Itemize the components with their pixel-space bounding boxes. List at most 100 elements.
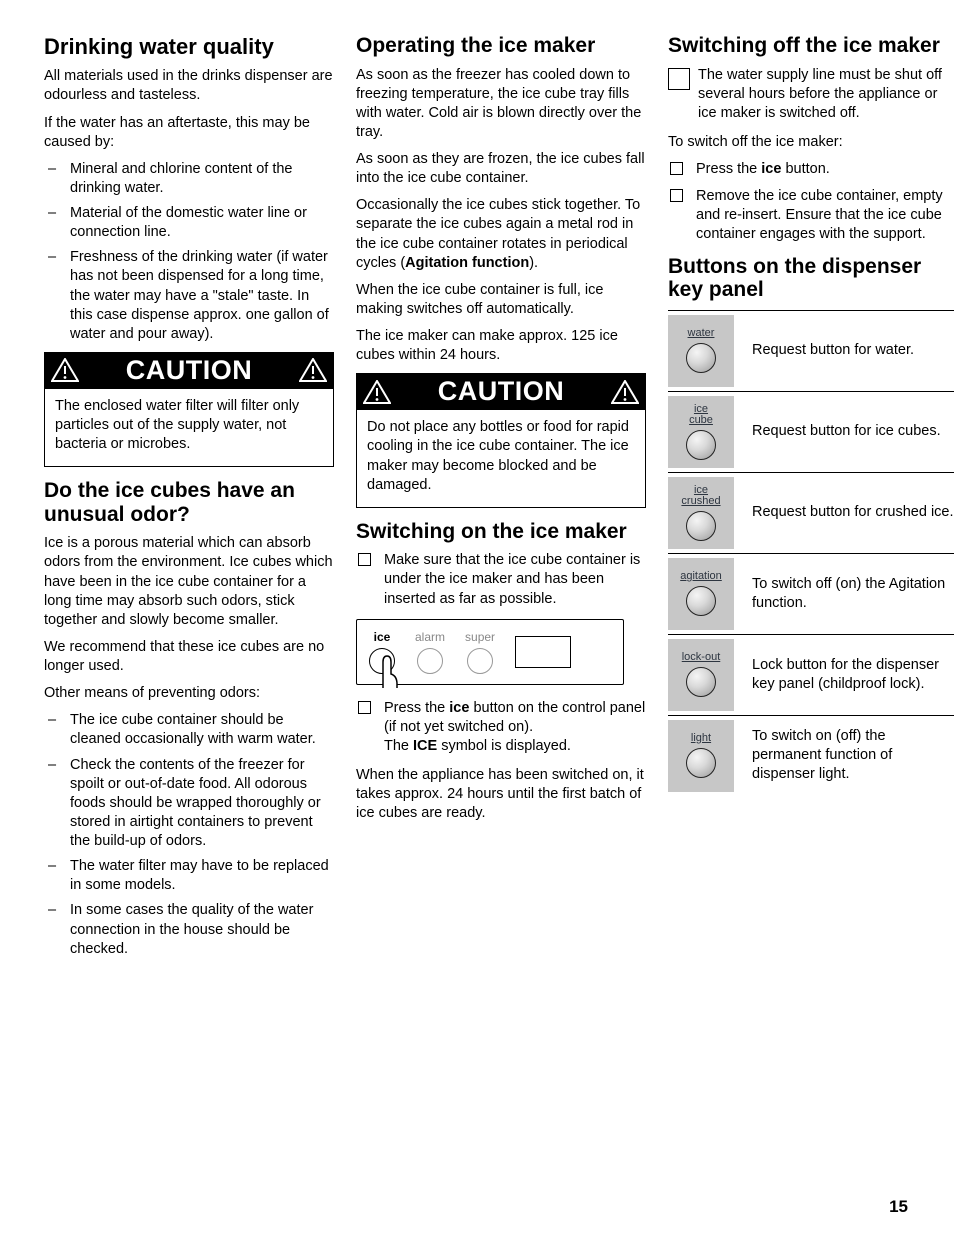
heading-buttons-panel: Buttons on the dispenser key panel (668, 255, 954, 302)
illus-label: super (465, 630, 495, 644)
list-item: Freshness of the drinking water (if wate… (44, 248, 334, 344)
caution-banner: CAUTION (45, 353, 333, 389)
list-item: Mineral and chlorine content of the drin… (44, 160, 334, 198)
chip-label: agitation (680, 571, 722, 582)
control-panel-illustration: ice alarm super (356, 619, 624, 685)
para: Other means of preventing odors: (44, 684, 334, 703)
list-item-text: Remove the ice cube container, empty and… (696, 188, 943, 242)
button-description: Request button for crushed ice. (752, 503, 954, 522)
caution-box-container: CAUTION Do not place any bottles or food… (356, 373, 646, 508)
chip-label: ice cube (689, 404, 713, 426)
caution-text: The enclosed water filter will filter on… (55, 397, 323, 454)
text-span: The (384, 738, 413, 754)
para: Occasionally the ice cubes stick togethe… (356, 196, 646, 273)
heading-odor: Do the ice cubes have an unusual odor? (44, 479, 334, 526)
checkbox-icon (670, 189, 683, 202)
button-row: ice cube Request button for ice cubes. (668, 392, 954, 473)
chip-label: water (688, 328, 715, 339)
warning-triangle-icon (363, 380, 391, 404)
list-switch-on: Make sure that the ice cube container is… (356, 551, 646, 608)
para: All materials used in the drinks dispens… (44, 67, 334, 105)
button-row: agitation To switch off (on) the Agitati… (668, 554, 954, 635)
list-item-text: Press the ice button. (696, 161, 830, 177)
finger-press-icon (371, 648, 401, 688)
para: When the appliance has been switched on,… (356, 766, 646, 823)
text-span: Press the (384, 700, 449, 716)
column-2: Operating the ice maker As soon as the f… (356, 30, 646, 967)
para: We recommend that these ice cubes are no… (44, 638, 334, 676)
caution-banner: CAUTION (357, 374, 645, 410)
para: To switch off the ice maker: (668, 133, 954, 152)
text-span-bold: ICE (413, 738, 437, 754)
chip-circle-icon (686, 430, 716, 460)
heading-water-quality: Drinking water quality (44, 34, 334, 59)
button-chip-agitation: agitation (668, 558, 734, 630)
button-row: lock-out Lock button for the dispenser k… (668, 635, 954, 716)
page-number: 15 (889, 1197, 908, 1217)
list-item: Make sure that the ice cube container is… (356, 551, 646, 608)
chip-circle-icon (686, 748, 716, 778)
warning-triangle-icon (611, 380, 639, 404)
para: As soon as they are frozen, the ice cube… (356, 150, 646, 188)
list-water-causes: Mineral and chlorine content of the drin… (44, 160, 334, 344)
heading-switch-off: Switching off the ice maker (668, 34, 954, 58)
note-text: The water supply line must be shut off s… (698, 66, 954, 123)
text-span-bold: ice (761, 161, 781, 177)
para: As soon as the freezer has cooled down t… (356, 66, 646, 143)
illus-button-circle (417, 648, 443, 674)
warning-triangle-icon (299, 358, 327, 382)
para: Ice is a porous material which can absor… (44, 534, 334, 630)
text-span-bold: ice (449, 700, 469, 716)
button-description: Request button for water. (752, 341, 914, 360)
chip-circle-icon (686, 511, 716, 541)
caution-text: Do not place any bottles or food for rap… (367, 418, 635, 495)
illus-label: alarm (415, 630, 445, 644)
para: When the ice cube container is full, ice… (356, 281, 646, 319)
list-switch-off: Press the ice button. Remove the ice cub… (668, 160, 954, 245)
button-row: ice crushed Request button for crushed i… (668, 473, 954, 554)
list-item-text: Press the ice button on the control pane… (384, 700, 645, 754)
chip-label: lock-out (682, 652, 721, 663)
para: The ice maker can make approx. 125 ice c… (356, 327, 646, 365)
illus-alarm-button: alarm (415, 630, 445, 674)
illus-button-circle (467, 648, 493, 674)
button-description: To switch off (on) the Agitation functio… (752, 575, 954, 613)
heading-operating: Operating the ice maker (356, 34, 646, 58)
list-item: Check the contents of the freezer for sp… (44, 756, 334, 852)
caution-box-filter: CAUTION The enclosed water filter will f… (44, 352, 334, 467)
button-chip-ice-crushed: ice crushed (668, 477, 734, 549)
list-item: In some cases the quality of the water c… (44, 901, 334, 958)
text-span: button. (781, 161, 829, 177)
button-chip-water: water (668, 315, 734, 387)
heading-switch-on: Switching on the ice maker (356, 520, 646, 544)
illus-label: ice (374, 630, 391, 644)
list-item: The water filter may have to be replaced… (44, 857, 334, 895)
list-item: Material of the domestic water line or c… (44, 204, 334, 242)
column-3: Switching off the ice maker The water su… (668, 30, 954, 967)
illus-super-button: super (465, 630, 495, 674)
button-description: Request button for ice cubes. (752, 422, 941, 441)
warning-triangle-icon (51, 358, 79, 382)
text-span: Press the (696, 161, 761, 177)
button-description: Lock button for the dispenser key panel … (752, 656, 954, 694)
chip-circle-icon (686, 343, 716, 373)
button-description: To switch on (off) the permanent functio… (752, 727, 954, 784)
note-box: The water supply line must be shut off s… (668, 66, 954, 123)
caution-label: CAUTION (438, 376, 565, 407)
chip-circle-icon (686, 586, 716, 616)
illus-display (515, 636, 571, 668)
list-item: Remove the ice cube container, empty and… (668, 187, 954, 244)
list-item: The ice cube container should be cleaned… (44, 711, 334, 749)
list-item-text: Make sure that the ice cube container is… (384, 552, 640, 606)
chip-label: light (691, 733, 711, 744)
button-chip-ice-cube: ice cube (668, 396, 734, 468)
text-span: symbol is displayed. (437, 738, 571, 754)
text-span-bold: Agitation function (405, 255, 529, 271)
button-chip-light: light (668, 720, 734, 792)
caution-label: CAUTION (126, 355, 253, 386)
chip-circle-icon (686, 667, 716, 697)
list-switch-on-2: Press the ice button on the control pane… (356, 699, 646, 756)
button-descriptions-table: water Request button for water. ice cube… (668, 310, 954, 796)
list-item: Press the ice button on the control pane… (356, 699, 646, 756)
list-item: Press the ice button. (668, 160, 954, 179)
